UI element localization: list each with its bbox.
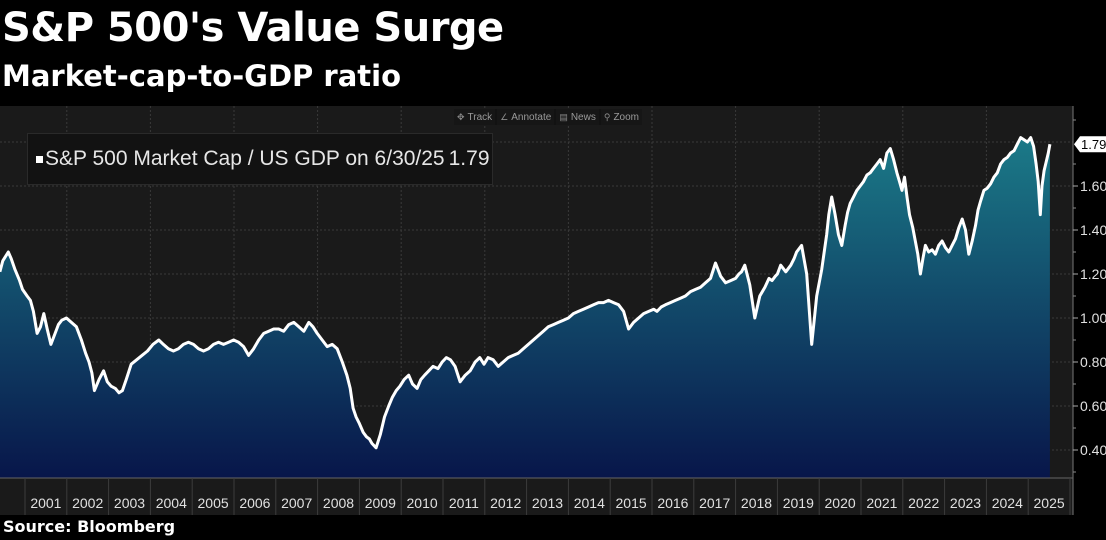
legend-label: S&P 500 Market Cap / US GDP on 6/30/25 [45, 147, 445, 170]
series-area-fill [0, 137, 1050, 478]
zoom-label: Zoom [613, 111, 639, 123]
x-tick-label: 2024 [992, 495, 1023, 511]
y-tick-label: 0.40 [1080, 442, 1106, 458]
x-tick-label: 2011 [449, 495, 479, 511]
x-tick-label: 2014 [574, 495, 605, 511]
x-tick-label: 2025 [1034, 495, 1065, 511]
x-tick-label: 2016 [657, 495, 688, 511]
chart-legend: S&P 500 Market Cap / US GDP on 6/30/25 1… [27, 133, 493, 185]
pencil-icon: ∠ [500, 111, 509, 122]
x-tick-label: 2017 [699, 495, 730, 511]
news-icon: ▤ [559, 111, 568, 122]
x-tick-label: 2020 [825, 495, 856, 511]
series-line [0, 136, 1052, 450]
y-tick-label: 1.40 [1080, 222, 1106, 238]
crosshair-icon: ✥ [457, 111, 465, 122]
y-tick-label: 1.60 [1080, 178, 1106, 194]
x-tick-label: 2012 [490, 495, 521, 511]
x-tick-label: 2007 [281, 495, 312, 511]
annotate-button[interactable]: ∠ Annotate [497, 109, 555, 125]
x-tick-label: 2018 [741, 495, 772, 511]
y-tick-label: 0.80 [1080, 354, 1106, 370]
x-tick-label: 2005 [198, 495, 229, 511]
x-tick-label: 2022 [908, 495, 939, 511]
zoom-button[interactable]: ⚲ Zoom [600, 109, 642, 125]
last-value-tag [1074, 136, 1106, 153]
last-value-marker: 1.79 [1074, 136, 1106, 153]
x-tick-label: 2015 [616, 495, 647, 511]
x-tick-label: 2004 [156, 495, 187, 511]
x-tick-label: 2021 [866, 495, 897, 511]
chart-title: S&P 500's Value Surge [2, 5, 504, 51]
track-button[interactable]: ✥ Track [454, 109, 496, 125]
source-note: Source: Bloomberg [3, 517, 176, 536]
annotate-label: Annotate [511, 111, 552, 123]
news-button[interactable]: ▤ News [556, 109, 599, 125]
x-tick-label: 2008 [323, 495, 354, 511]
news-label: News [570, 111, 596, 123]
legend-swatch [36, 155, 43, 163]
x-tick-label: 2009 [365, 495, 396, 511]
x-axis-band [0, 478, 1073, 515]
x-tick-label: 2010 [407, 495, 438, 511]
magnifier-icon: ⚲ [603, 111, 611, 122]
y-tick-label: 1.00 [1080, 310, 1106, 326]
chart-subtitle: Market-cap-to-GDP ratio [2, 59, 402, 93]
track-label: Track [467, 111, 493, 123]
y-tick-label: 1.20 [1080, 266, 1106, 282]
x-axis-ticks: 2001 2002 2003 2004 2005 2006 2007 2008 2009 2010… [24, 478, 1071, 515]
x-tick-label: 2023 [950, 495, 981, 511]
legend-value: 1.79 [448, 147, 490, 170]
x-tick-label: 2006 [239, 495, 270, 511]
y-tick-label: 0.60 [1080, 398, 1106, 414]
last-value-text: 1.79 [1081, 137, 1106, 152]
y-axis-ticks: 0.40 0.60 0.80 1.00 1.20 1.40 1.60 [1073, 119, 1106, 473]
chart-toolbar: ✥ Track ∠ Annotate ▤ News ⚲ Zoom [454, 109, 642, 125]
x-tick-label: 2002 [72, 495, 103, 511]
x-tick-label: 2019 [783, 495, 814, 511]
x-tick-label: 2003 [114, 495, 145, 511]
x-tick-label: 2001 [30, 495, 61, 511]
x-tick-label: 2013 [532, 495, 563, 511]
